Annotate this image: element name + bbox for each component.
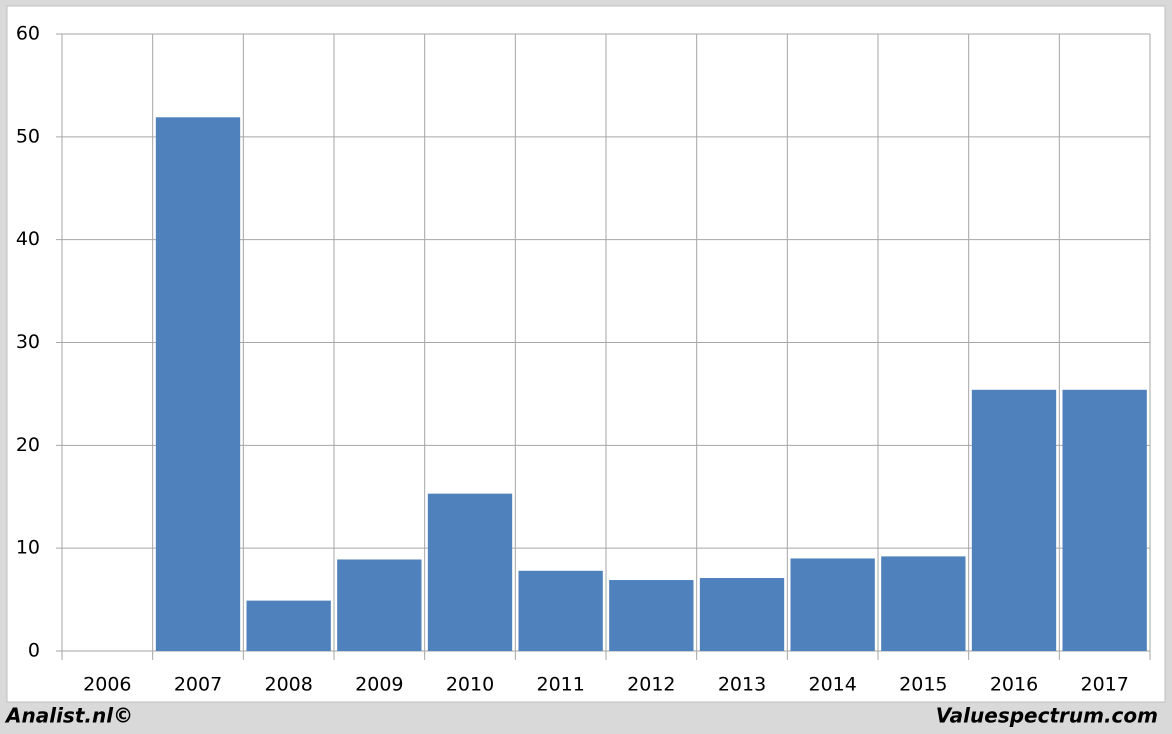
x-tick-label: 2017	[1080, 674, 1128, 696]
x-tick-label: 2010	[446, 674, 494, 696]
y-tick-label: 0	[28, 640, 40, 662]
bar	[971, 389, 1057, 651]
x-tick-label: 2007	[174, 674, 222, 696]
y-tick-label: 40	[16, 228, 40, 250]
y-tick-label: 30	[16, 331, 40, 353]
y-tick-label: 60	[16, 23, 40, 45]
y-tick-label: 20	[16, 434, 40, 456]
footer-left: Analist.nl©	[4, 704, 133, 728]
bar	[337, 559, 422, 651]
x-tick-label: 2012	[627, 674, 675, 696]
x-tick-label: 2009	[355, 674, 403, 696]
x-tick-label: 2006	[83, 674, 131, 696]
bar	[246, 600, 331, 651]
x-tick-label: 2008	[264, 674, 312, 696]
bar	[790, 558, 875, 651]
bar	[155, 117, 241, 652]
footer-right: Valuespectrum.com	[936, 704, 1158, 728]
bar	[427, 493, 513, 651]
bar	[881, 556, 966, 651]
bar	[609, 580, 694, 651]
x-tick-label: 2013	[718, 674, 766, 696]
y-tick-label: 10	[16, 537, 40, 559]
x-tick-label: 2015	[899, 674, 947, 696]
x-tick-label: 2016	[990, 674, 1038, 696]
bar	[699, 577, 785, 651]
y-tick-label: 50	[16, 125, 40, 147]
bar	[1062, 389, 1147, 651]
x-tick-label: 2014	[808, 674, 856, 696]
bar	[518, 570, 603, 651]
x-tick-label: 2011	[536, 674, 584, 696]
